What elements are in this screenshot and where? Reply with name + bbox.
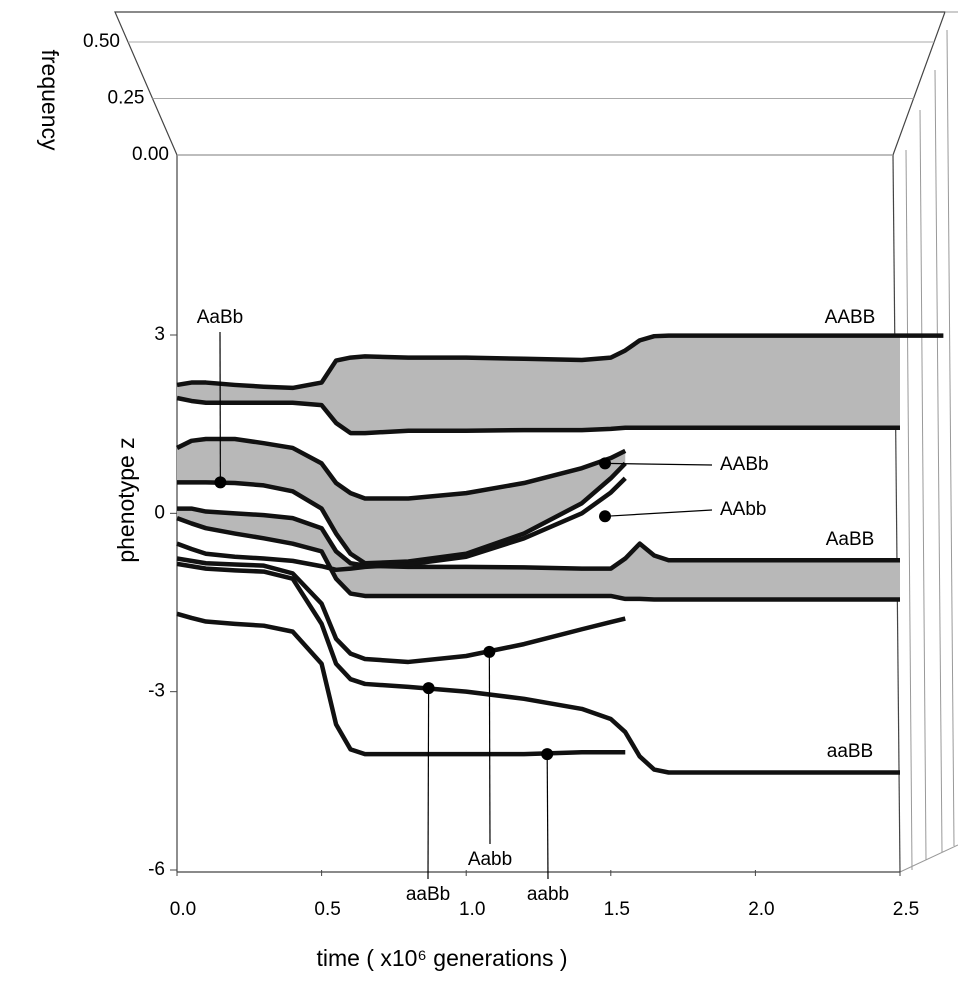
y-tick-label: -3 [148,681,165,702]
frequency-panel [114,11,946,156]
frequency-band [177,335,900,434]
annotation: aaBb [406,884,450,905]
leader-line [546,754,549,880]
box-edge [899,844,958,873]
annotation: AABB [825,307,876,328]
box-edge [905,149,913,871]
series-line [176,333,944,391]
annotation: aabb [527,884,569,905]
x-tick-label: 1.0 [459,899,485,920]
annotation-dot [541,748,554,761]
series-line [177,506,900,571]
annotation-dot [214,476,227,489]
leader-line [604,509,713,517]
series-line [176,395,900,436]
series-line [176,561,900,775]
frequency-band [177,508,900,600]
leader-line [605,462,713,466]
y-tick-label: 3 [154,324,165,345]
y-axis-label: phenotype z [113,437,139,562]
y-tick-label: -6 [148,859,165,880]
x-tick-label: 2.0 [748,899,774,920]
annotation-dot [422,682,435,695]
x-tick-label: 2.5 [893,899,919,920]
annotation-dot [599,510,612,523]
y-tick-label: 0 [154,502,165,523]
z-axis-label: frequency [37,49,63,151]
annotation: AaBB [826,529,875,550]
box-edge [946,29,955,847]
box-frame [114,11,958,873]
leader-line [427,688,430,880]
annotation: AAbb [720,499,766,520]
annotation-dot [599,457,612,470]
z-tick-label: 0.00 [132,144,169,165]
series-line [176,476,627,573]
z-tick-label: 0.25 [108,88,145,109]
box-edge [934,69,943,853]
x-tick-label: 0.5 [314,899,340,920]
x-tick-label: 1.5 [604,899,630,920]
annotation: aaBB [827,741,873,762]
x-tick-label: 0.0 [170,899,196,920]
z-tick-label: 0.50 [83,31,120,52]
leader-line [488,651,491,845]
series-line [176,556,626,665]
frequency-band [177,439,626,564]
annotation-dot [483,645,496,658]
x-axis-label: time ( x10⁶ generations ) [316,945,567,971]
annotation: AaBb [197,307,243,328]
series-line [176,515,900,602]
annotation: AABb [720,454,769,475]
annotation: Aabb [468,849,512,870]
box-edge [919,109,927,861]
box-edge [892,154,901,873]
